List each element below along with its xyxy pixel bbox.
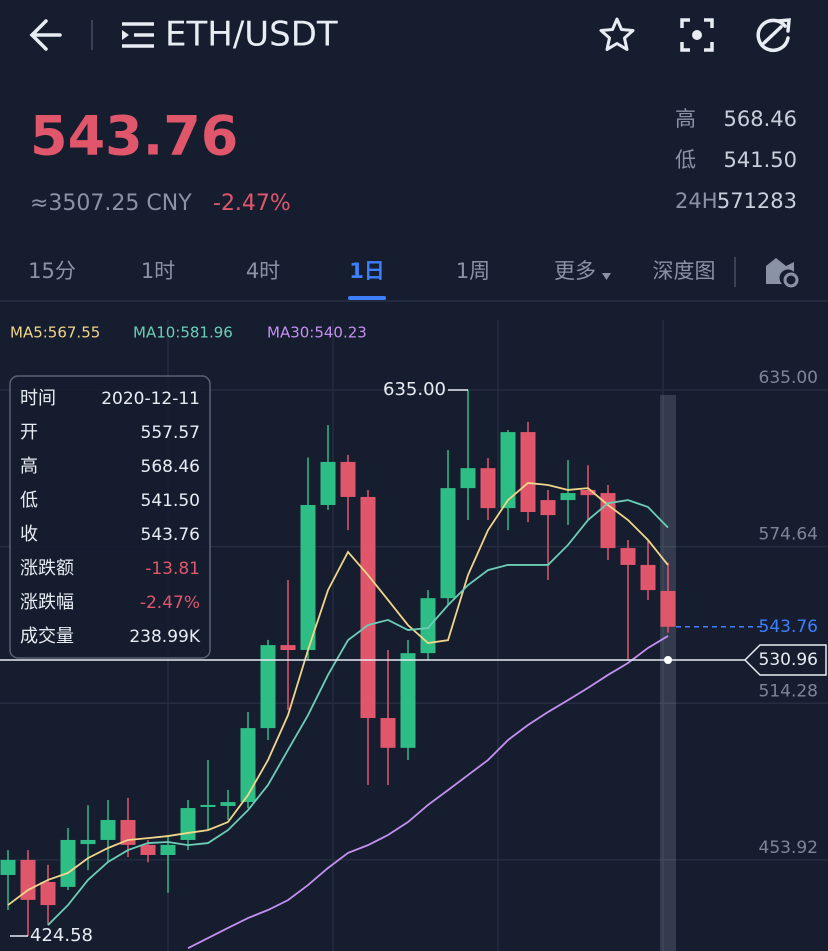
stat-value: 571283 (717, 189, 797, 213)
crosshair-dot (664, 655, 672, 664)
tooltip-label: 高 (20, 456, 38, 477)
pair-title: ETH/USDT (165, 15, 338, 55)
refresh-icon[interactable] (756, 18, 791, 53)
candle-body (240, 728, 256, 803)
candle-body (0, 859, 16, 875)
candle-body (320, 461, 336, 505)
chart-settings-icon[interactable] (766, 258, 799, 288)
ma-line (187, 635, 669, 949)
candle-body (540, 500, 556, 516)
ma-line (7, 482, 669, 906)
candle-body (160, 844, 176, 856)
y-tick-label: 574.64 (759, 525, 818, 545)
scan-icon[interactable] (680, 18, 714, 52)
back-button[interactable] (29, 19, 62, 51)
legend-entry: MA10:581.96 (133, 324, 233, 342)
candle-body (40, 881, 56, 906)
tooltip-value: 238.99K (129, 627, 200, 647)
stat-value: 568.46 (724, 107, 797, 131)
candle-body (140, 844, 156, 856)
candle-body (460, 468, 476, 489)
tooltip-value: 2020-12-11 (101, 389, 200, 409)
candle-body (620, 548, 636, 565)
tooltip-value: -13.81 (145, 559, 200, 579)
candle-body (660, 590, 676, 627)
candle-body (360, 496, 376, 719)
tooltip-label: 涨跌额 (20, 558, 74, 579)
candle-body (200, 804, 216, 808)
ma-line (47, 499, 669, 926)
tooltip-label: 开 (20, 422, 38, 443)
candle-body (420, 598, 436, 654)
candle-body (180, 808, 196, 840)
legend-entry: MA30:540.23 (267, 324, 367, 342)
crosshair-label: 530.96 (759, 650, 818, 670)
max-label: 635.00 (383, 379, 446, 400)
candle-body (280, 645, 296, 651)
tooltip-label: 时间 (20, 388, 56, 409)
menu-icon[interactable] (122, 22, 154, 48)
tooltip-value: -2.47% (140, 593, 200, 613)
candle-body (520, 432, 536, 512)
tab[interactable]: 1周 (456, 259, 490, 283)
candle-body (560, 493, 576, 501)
tooltip: 时间 2020-12-11 开 557.57 高 568.46 低 541.50 收 543.76… (9, 375, 211, 659)
candle-body (480, 468, 496, 509)
favorite-icon[interactable] (599, 17, 635, 51)
candle-body (380, 718, 396, 748)
candle-body (340, 461, 356, 497)
candle-body (300, 504, 316, 651)
tooltip-value: 543.76 (141, 525, 200, 545)
tab[interactable]: 更多 (554, 259, 596, 283)
change-percent: -2.47% (213, 191, 291, 216)
more-caret (602, 273, 611, 280)
tooltip-label: 收 (20, 524, 38, 545)
tab-underline (348, 296, 386, 300)
candle-body (60, 839, 76, 887)
cny-price: ≈3507.25 CNY (30, 191, 192, 216)
candle-body (440, 488, 456, 599)
legend-entry: MA5:567.55 (10, 324, 100, 342)
last-price: 543.76 (30, 105, 238, 168)
candle-body (80, 839, 96, 845)
stat-value: 541.50 (724, 148, 797, 172)
stat-label: 24H (675, 189, 718, 213)
tooltip-value: 568.46 (141, 457, 200, 477)
tooltip-value: 541.50 (141, 491, 200, 511)
y-tick-label: 514.28 (759, 681, 818, 701)
tooltip-value: 557.57 (141, 423, 200, 443)
candle-body (400, 653, 416, 748)
stat-label: 高 (675, 107, 696, 131)
tab[interactable]: 1时 (141, 259, 175, 283)
candle-body (20, 859, 36, 900)
y-tick-label: 453.92 (759, 838, 818, 858)
candle-body (260, 645, 276, 729)
y-tick-label: 635.00 (759, 368, 818, 388)
candle-body (580, 489, 596, 496)
tooltip-label: 涨跌幅 (20, 592, 74, 613)
crosshair-band (660, 395, 676, 951)
candle-body (640, 564, 656, 591)
candle-body (100, 819, 116, 840)
tooltip-label: 成交量 (20, 626, 74, 647)
tab[interactable]: 4时 (246, 259, 280, 283)
crosshair-tag (743, 644, 827, 676)
tab[interactable]: 15分 (28, 259, 76, 283)
candle-body (220, 802, 236, 806)
tab[interactable]: 深度图 (653, 259, 716, 283)
tab[interactable]: 1日 (349, 259, 385, 283)
stat-label: 低 (675, 148, 696, 172)
candle-body (120, 819, 136, 845)
last-price-label: 543.76 (759, 617, 818, 637)
tooltip-label: 低 (20, 490, 38, 511)
tooltip-box (9, 375, 211, 659)
min-label: 424.58 (30, 925, 93, 946)
candle-body (500, 432, 516, 509)
